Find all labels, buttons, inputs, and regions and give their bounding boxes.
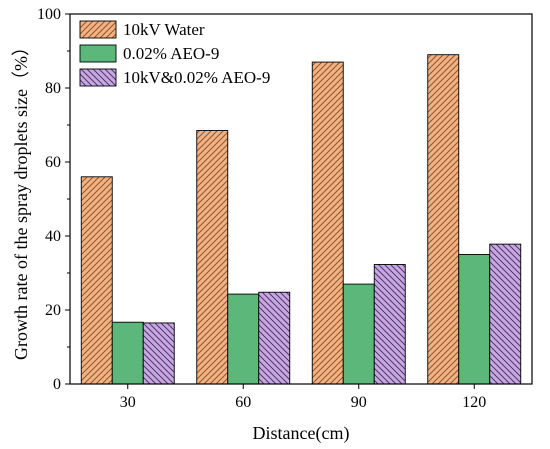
bars-group: [80, 54, 522, 385]
y-axis-ticks: 0 20 40 60 80 100: [37, 6, 70, 393]
y-tick-label: 60: [45, 154, 61, 171]
legend-swatch: [79, 68, 117, 87]
legend-swatch: [79, 44, 117, 63]
x-tick-label: 120: [462, 394, 486, 411]
bar-10kv-0-02-aeo-9-120: [489, 243, 522, 385]
bar-10kv-water-120: [427, 54, 460, 385]
bar-0-02-aeo-9-120: [458, 254, 491, 385]
y-axis-title: Growth rate of the spray droplets size（%…: [11, 38, 31, 360]
y-tick-label: 0: [53, 376, 61, 393]
x-tick-label: 60: [235, 394, 251, 411]
bar-10kv-0-02-aeo-9-30: [142, 322, 175, 385]
bar-0-02-aeo-9-90: [342, 283, 375, 385]
legend-label: 10kV&0.02% AEO-9: [123, 68, 270, 87]
bar-0-02-aeo-9-60: [227, 293, 260, 385]
bar-10kv-0-02-aeo-9-90: [373, 264, 406, 385]
x-tick-label: 90: [351, 394, 367, 411]
bar-10kv-0-02-aeo-9-60: [258, 291, 291, 385]
bar-0-02-aeo-9-30: [111, 321, 144, 385]
x-axis-ticks: 30 60 90 120: [120, 384, 486, 411]
x-axis-title: Distance(cm): [253, 423, 350, 444]
legend: 10kV Water 0.02% AEO-9 10kV&0.02% AEO-9: [79, 20, 270, 87]
bar-10kv-water-30: [80, 176, 113, 385]
x-tick-label: 30: [120, 394, 136, 411]
legend-label: 10kV Water: [123, 20, 205, 39]
bar-10kv-water-60: [196, 130, 229, 385]
y-tick-label: 100: [37, 6, 61, 23]
bar-10kv-water-90: [311, 61, 344, 385]
legend-label: 0.02% AEO-9: [123, 44, 219, 63]
y-tick-label: 40: [45, 228, 61, 245]
y-tick-label: 20: [45, 302, 61, 319]
y-tick-label: 80: [45, 80, 61, 97]
legend-swatch: [79, 20, 117, 39]
